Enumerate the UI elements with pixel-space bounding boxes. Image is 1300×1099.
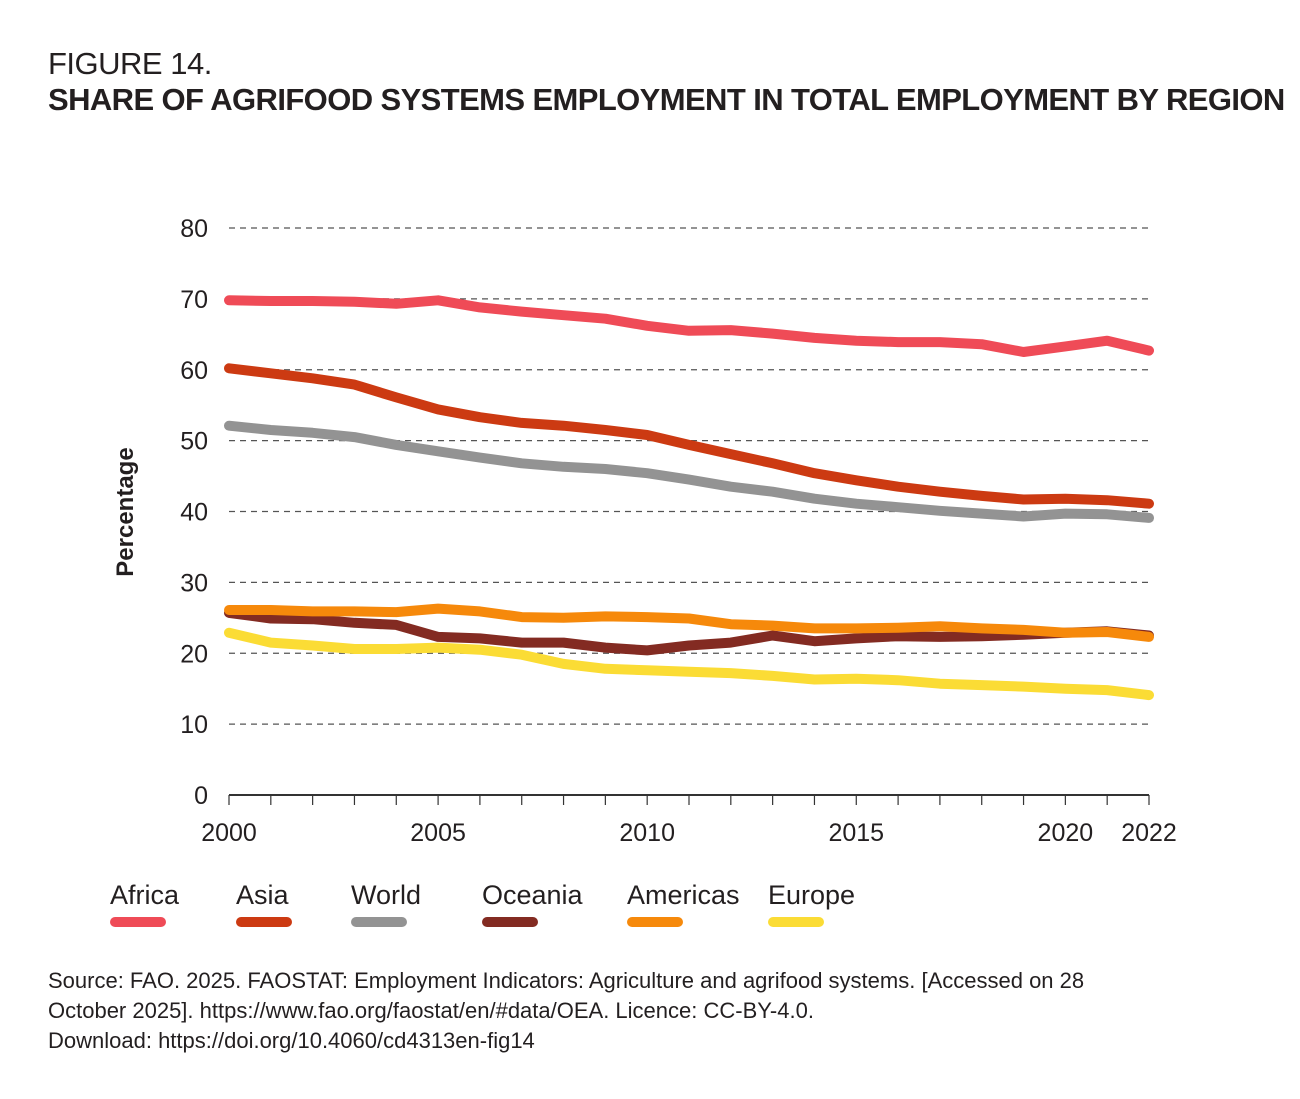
x-tick-label: 2005 [410,819,466,847]
y-tick-label: 10 [180,711,208,739]
y-tick-label: 80 [180,215,208,243]
x-tick-label: 2000 [201,819,257,847]
y-tick-label: 40 [180,499,208,527]
figure-title: SHARE OF AGRIFOOD SYSTEMS EMPLOYMENT IN … [48,82,1285,117]
series-line-oceania [224,607,1154,656]
x-tick-label: 2020 [1038,819,1094,847]
y-tick-label: 50 [180,428,208,456]
series-lines [224,295,1154,701]
series-line-americas [224,603,1154,642]
legend-item-europe: Europe [768,880,855,927]
x-tick-label: 2015 [828,819,884,847]
source-line-2: October 2025]. https://www.fao.org/faost… [48,998,814,1023]
legend-label: Americas [627,880,740,910]
x-tick-label: 2010 [619,819,675,847]
y-tick-label: 60 [180,357,208,385]
y-tick-label: 30 [180,569,208,597]
source-line-1: Source: FAO. 2025. FAOSTAT: Employment I… [48,968,1085,993]
y-tick-label: 0 [194,782,208,810]
legend-label: World [351,880,421,910]
source-note: Source: FAO. 2025. FAOSTAT: Employment I… [48,966,1248,1056]
x-axis: 2000 2005 2010 2015 2020 2022 [201,794,1177,847]
y-tick-label: 20 [180,640,208,668]
series-line-asia [224,363,1154,509]
series-line-world [224,420,1154,523]
legend-item-asia: Asia [236,880,292,927]
y-axis-title: Percentage [112,447,139,576]
legend-label: Asia [236,880,290,910]
legend-label: Africa [110,880,180,910]
y-tick-label: 70 [180,286,208,314]
legend-item-world: World [351,880,421,927]
series-line-europe [224,627,1154,701]
series-line-africa [224,295,1154,357]
source-line-3: Download: https://doi.org/10.4060/cd4313… [48,1028,535,1053]
figure-label: FIGURE 14. [48,46,212,81]
legend-item-africa: Africa [110,880,180,927]
legend-item-oceania: Oceania [482,880,584,927]
y-axis-ticks: 0 10 20 30 40 50 60 70 80 [180,215,208,810]
legend-item-americas: Americas [627,880,740,927]
legend-label: Oceania [482,880,584,910]
legend-label: Europe [768,880,855,910]
legend: Africa Asia World Oceania Americas Europe [110,880,855,927]
x-tick-label: 2022 [1121,819,1177,847]
